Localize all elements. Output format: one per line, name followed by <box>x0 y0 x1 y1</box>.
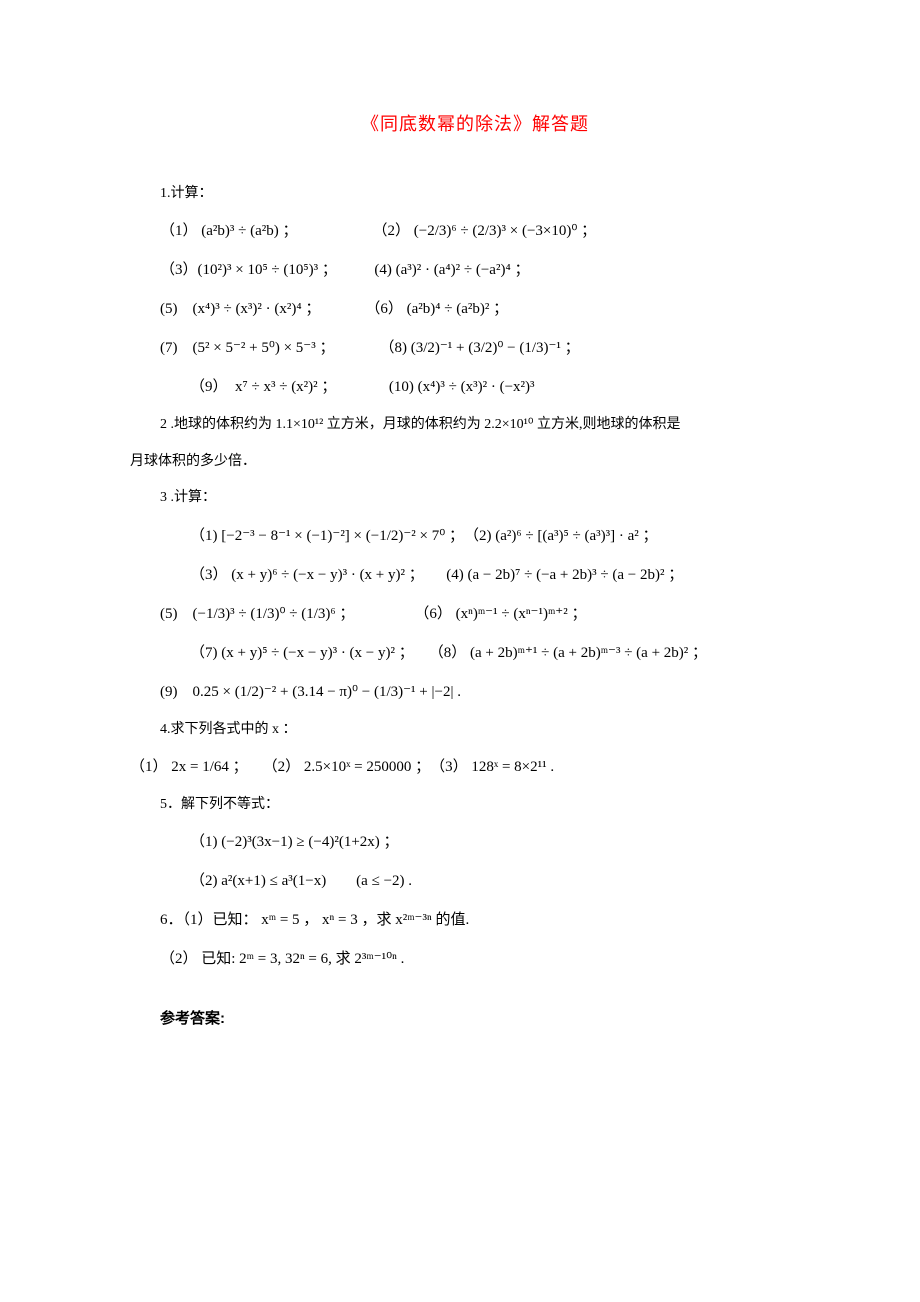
page-title: 《同底数幂的除法》解答题 <box>130 110 820 136</box>
body-line: （1) (−2)³(3x−1) ≥ (−4)²(1+2x) ； <box>130 823 820 862</box>
body-line: 4.求下列各式中的 x ： <box>130 712 820 748</box>
body-line: （9） x⁷ ÷ x³ ÷ (x²)² ； (10) (x⁴)³ ÷ (x³)²… <box>130 368 820 407</box>
body-line: 1.计算： <box>130 176 820 212</box>
body-line: （1） 2x = 1/64 ； （2） 2.5×10ˣ = 250000 ； （… <box>130 748 820 787</box>
body-line: （1） (a²b)³ ÷ (a²b) ； （2） (−2/3)⁶ ÷ (2/3)… <box>130 212 820 251</box>
body-line: (7) (5² × 5⁻² + 5⁰) × 5⁻³ ； （8) (3/2)⁻¹ … <box>130 329 820 368</box>
body-line: (9) 0.25 × (1/2)⁻² + (3.14 − π)⁰ − (1/3)… <box>130 673 820 712</box>
body-line: (5) (−1/3)³ ÷ (1/3)⁰ ÷ (1/3)⁶ ； （6） (xⁿ)… <box>130 595 820 634</box>
body-line: （7) (x + y)⁵ ÷ (−x − y)³ · (x − y)² ； （8… <box>130 634 820 673</box>
body-line: （2） 已知: 2ᵐ = 3, 32ⁿ = 6, 求 2³ᵐ⁻¹⁰ⁿ . <box>130 940 820 979</box>
body-line: （1) [−2⁻³ − 8⁻¹ × (−1)⁻²] × (−1/2)⁻² × 7… <box>130 517 820 556</box>
body-line: 6．（1）已知： xᵐ = 5 ， xⁿ = 3 ，求 x²ᵐ⁻³ⁿ 的值. <box>130 901 820 940</box>
body-line: 月球体积的多少倍． <box>130 444 820 480</box>
answers-heading: 参考答案: <box>130 999 820 1038</box>
body-line: 3 .计算： <box>130 480 820 516</box>
content-body: 1.计算：（1） (a²b)³ ÷ (a²b) ； （2） (−2/3)⁶ ÷ … <box>130 176 820 1038</box>
body-line: 5．解下列不等式： <box>130 787 820 823</box>
body-line: (5) (x⁴)³ ÷ (x³)² · (x²)⁴ ； （6） (a²b)⁴ ÷… <box>130 290 820 329</box>
body-line: （3）(10²)³ × 10⁵ ÷ (10⁵)³ ； (4) (a³)² · (… <box>130 251 820 290</box>
body-line: 2 .地球的体积约为 1.1×10¹² 立方米，月球的体积约为 2.2×10¹⁰… <box>130 407 820 443</box>
page: 《同底数幂的除法》解答题 1.计算：（1） (a²b)³ ÷ (a²b) ； （… <box>0 0 920 1098</box>
body-line: （3） (x + y)⁶ ÷ (−x − y)³ · (x + y)² ； (4… <box>130 556 820 595</box>
body-line: （2) a²(x+1) ≤ a³(1−x) (a ≤ −2) . <box>130 862 820 901</box>
